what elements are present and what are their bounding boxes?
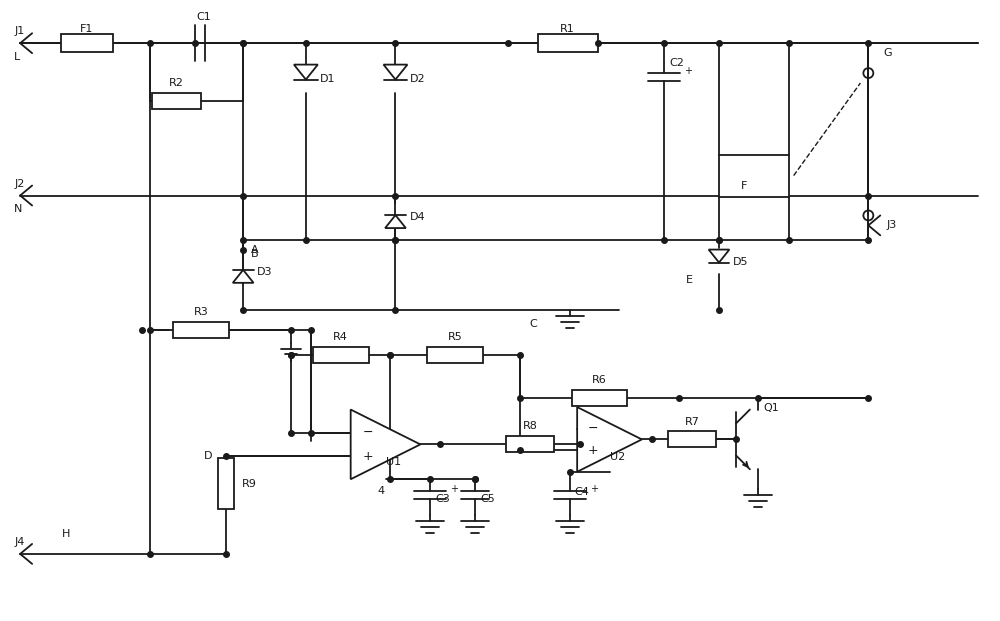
Text: R8: R8 bbox=[522, 422, 537, 432]
Text: U1: U1 bbox=[386, 457, 401, 468]
Text: D2: D2 bbox=[409, 74, 425, 84]
Bar bbox=[173, 322, 229, 338]
Bar bbox=[427, 347, 483, 363]
Text: F: F bbox=[741, 181, 747, 191]
Polygon shape bbox=[384, 65, 407, 79]
Text: D4: D4 bbox=[409, 212, 425, 222]
Text: L: L bbox=[14, 52, 20, 62]
Text: C1: C1 bbox=[196, 12, 211, 22]
Text: D: D bbox=[204, 451, 212, 461]
Bar bbox=[152, 93, 201, 109]
Text: +: + bbox=[363, 450, 373, 463]
Bar bbox=[61, 34, 113, 52]
Text: J1: J1 bbox=[14, 26, 24, 36]
Bar bbox=[719, 155, 789, 196]
Text: R2: R2 bbox=[169, 78, 184, 88]
Bar bbox=[538, 34, 598, 52]
Text: C4: C4 bbox=[575, 487, 590, 497]
Text: R6: R6 bbox=[592, 374, 607, 384]
Text: C5: C5 bbox=[480, 494, 495, 504]
Text: +: + bbox=[590, 484, 598, 494]
Text: A: A bbox=[251, 245, 259, 255]
Bar bbox=[506, 437, 554, 452]
Polygon shape bbox=[233, 270, 254, 283]
Text: J4: J4 bbox=[14, 537, 25, 547]
Text: C: C bbox=[530, 319, 538, 329]
Bar bbox=[572, 389, 627, 406]
Bar bbox=[313, 347, 369, 363]
Bar bbox=[218, 458, 234, 509]
Text: −: − bbox=[588, 422, 599, 435]
Polygon shape bbox=[294, 65, 318, 79]
Text: B: B bbox=[251, 249, 259, 259]
Text: H: H bbox=[62, 529, 70, 539]
Text: C3: C3 bbox=[435, 494, 450, 504]
Text: −: − bbox=[363, 426, 373, 439]
Polygon shape bbox=[351, 410, 420, 479]
Text: D5: D5 bbox=[733, 257, 748, 267]
Text: D3: D3 bbox=[257, 267, 273, 277]
Text: +: + bbox=[684, 66, 692, 76]
Text: N: N bbox=[14, 204, 23, 214]
Text: F1: F1 bbox=[80, 24, 94, 34]
Text: R9: R9 bbox=[242, 479, 257, 489]
Text: D1: D1 bbox=[320, 74, 335, 84]
Polygon shape bbox=[385, 215, 406, 228]
Text: +: + bbox=[588, 444, 599, 456]
Text: C2: C2 bbox=[669, 58, 684, 68]
Text: R3: R3 bbox=[194, 307, 209, 317]
Text: U2: U2 bbox=[610, 452, 625, 463]
Bar bbox=[668, 432, 716, 447]
Text: E: E bbox=[686, 275, 693, 285]
Polygon shape bbox=[709, 250, 729, 263]
Polygon shape bbox=[577, 407, 642, 472]
Text: R4: R4 bbox=[333, 332, 348, 342]
Text: Q1: Q1 bbox=[764, 402, 780, 412]
Text: R7: R7 bbox=[685, 417, 700, 427]
Text: R1: R1 bbox=[560, 24, 575, 34]
Text: +: + bbox=[450, 484, 458, 494]
Text: J3: J3 bbox=[886, 220, 897, 230]
Text: G: G bbox=[883, 48, 892, 58]
Text: R5: R5 bbox=[448, 332, 463, 342]
Text: J2: J2 bbox=[14, 179, 25, 189]
Text: 4: 4 bbox=[377, 486, 384, 496]
